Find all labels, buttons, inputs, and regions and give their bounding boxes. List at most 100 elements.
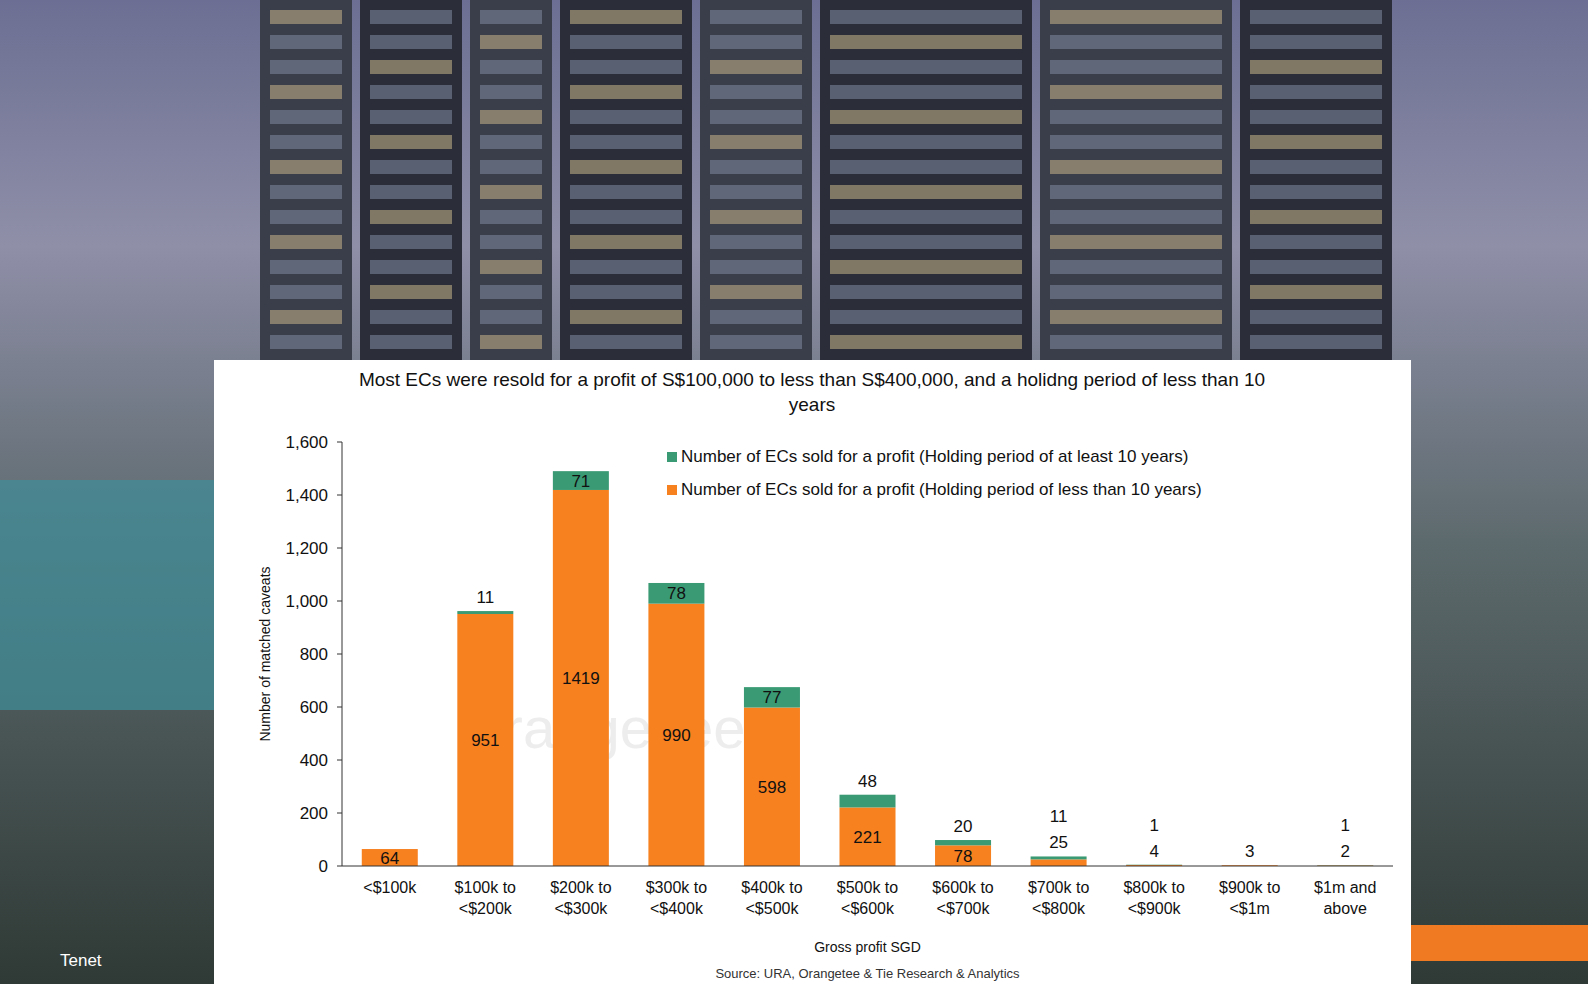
facade	[470, 0, 552, 360]
facade	[360, 0, 462, 360]
bars	[362, 471, 1373, 866]
window	[480, 185, 542, 199]
window	[570, 160, 682, 174]
window	[480, 10, 542, 24]
window	[830, 310, 1022, 324]
x-tick-label: $900k to<$1m	[1219, 879, 1280, 917]
window	[1050, 35, 1222, 49]
window	[480, 285, 542, 299]
window	[830, 85, 1022, 99]
y-tick-label: 800	[300, 645, 328, 664]
window	[570, 60, 682, 74]
window	[480, 60, 542, 74]
x-tick-label: <$100k	[363, 879, 417, 896]
caption: Tenet	[60, 951, 102, 970]
y-tick-label: 1,600	[285, 433, 328, 452]
legend-swatch	[667, 485, 677, 495]
bar-segment	[935, 845, 991, 866]
data-label: 78	[954, 847, 973, 866]
window	[830, 110, 1022, 124]
window	[1050, 235, 1222, 249]
y-tick	[337, 707, 342, 708]
panel	[214, 360, 1411, 984]
window	[710, 10, 802, 24]
window	[1250, 85, 1382, 99]
window	[480, 110, 542, 124]
data-label: 1419	[562, 669, 600, 688]
window	[830, 135, 1022, 149]
bar-segment	[457, 611, 513, 614]
y-tick	[337, 548, 342, 549]
window	[270, 235, 342, 249]
y-tick	[337, 813, 342, 814]
bar-segment	[840, 795, 896, 808]
bar-segment	[840, 807, 896, 866]
window	[710, 110, 802, 124]
data-label: 951	[471, 731, 499, 750]
bar-segment	[1031, 856, 1087, 859]
window	[830, 160, 1022, 174]
y-tick	[337, 601, 342, 602]
window	[1250, 185, 1382, 199]
window	[370, 260, 452, 274]
y-tick-label: 1,000	[285, 592, 328, 611]
data-label: 990	[662, 726, 690, 745]
window	[480, 210, 542, 224]
window	[710, 335, 802, 349]
window	[570, 85, 682, 99]
bar-segment	[457, 614, 513, 866]
window	[270, 285, 342, 299]
y-tick	[337, 495, 342, 496]
window	[570, 10, 682, 24]
window	[370, 60, 452, 74]
bar-segment	[648, 583, 704, 604]
window	[1050, 85, 1222, 99]
legend-label: Number of ECs sold for a profit (Holding…	[681, 447, 1188, 466]
window	[270, 60, 342, 74]
window	[1250, 110, 1382, 124]
x-tick-label: $300k to<$400k	[646, 879, 707, 917]
window	[1050, 135, 1222, 149]
window	[270, 85, 342, 99]
window	[370, 235, 452, 249]
bar-segment	[1031, 859, 1087, 866]
window	[270, 260, 342, 274]
window	[270, 210, 342, 224]
bar-segment	[744, 708, 800, 866]
window	[830, 260, 1022, 274]
data-label: 11	[1050, 807, 1068, 826]
x-tick-label: $800k to<$900k	[1123, 879, 1184, 917]
window	[570, 335, 682, 349]
window	[270, 10, 342, 24]
window	[480, 260, 542, 274]
window	[570, 310, 682, 324]
data-label: 221	[853, 828, 881, 847]
data-label: 64	[380, 849, 399, 868]
facade	[700, 0, 812, 360]
window	[570, 260, 682, 274]
window	[1050, 60, 1222, 74]
data-label: 78	[667, 584, 686, 603]
window	[830, 335, 1022, 349]
window	[830, 210, 1022, 224]
window	[710, 160, 802, 174]
window	[370, 160, 452, 174]
window	[1250, 235, 1382, 249]
window	[1050, 110, 1222, 124]
facade	[1240, 0, 1392, 360]
window	[370, 185, 452, 199]
x-tick-label: $1m andabove	[1314, 879, 1376, 917]
window	[480, 235, 542, 249]
window	[570, 210, 682, 224]
window	[370, 135, 452, 149]
window	[370, 35, 452, 49]
source: Source: URA, Orangetee & Tie Research & …	[715, 966, 1020, 981]
window	[710, 285, 802, 299]
bar-segment	[553, 490, 609, 866]
window	[480, 160, 542, 174]
title: Most ECs were resold for a profit of S$1…	[359, 369, 1265, 415]
x-axis-title: Gross profit SGD	[814, 939, 921, 955]
window	[480, 135, 542, 149]
window	[830, 35, 1022, 49]
window	[1050, 160, 1222, 174]
